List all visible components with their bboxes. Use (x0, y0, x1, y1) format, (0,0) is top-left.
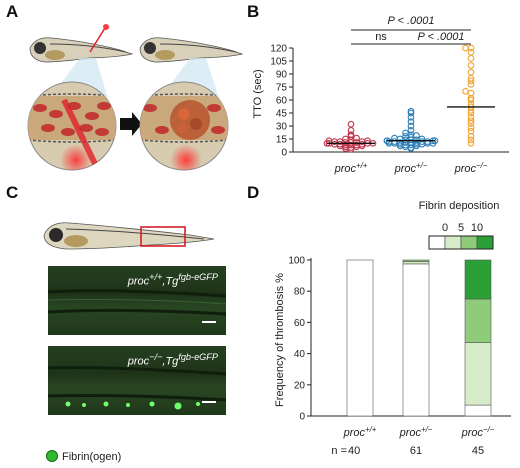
data-point (467, 117, 475, 125)
bar-segment (402, 263, 430, 417)
panel-letter-d: D (247, 183, 260, 202)
data-point (407, 126, 415, 134)
legend-swatch (428, 235, 446, 250)
bar-segment (464, 259, 492, 300)
fibrinogen-legend: Fibrin(ogen) (46, 450, 121, 463)
x-tick-label: proc+/− (399, 425, 433, 440)
bar-segment (402, 261, 430, 265)
legend-swatch (476, 235, 494, 250)
data-point (342, 135, 349, 143)
chart-d-legend-title: Fibrin deposition (419, 200, 500, 212)
micrograph-wild-type: proc+/+,Tgfgb-eGFP (48, 266, 226, 335)
arrow-right-icon (120, 112, 142, 136)
bar-segment (402, 259, 430, 262)
data-point (347, 120, 355, 128)
y-tick-label: 20 (294, 380, 306, 391)
comparison-label: ns (375, 31, 387, 43)
x-tick-label: proc−/− (461, 425, 495, 440)
scale-bar (202, 321, 216, 323)
y-tick-label: 30 (276, 122, 288, 133)
panel-c-fish-illustration (43, 222, 215, 250)
laser-beam-icon (89, 27, 106, 53)
micrograph-proc-knockout: proc−/−,Tgfgb-eGFP (48, 346, 226, 415)
data-point (467, 68, 475, 76)
y-tick-label: 60 (294, 318, 306, 329)
micrograph-proc-knockout-label: proc−/−,Tgfgb-eGFP (127, 352, 218, 368)
chart-d-ylabel: Frequency of thrombosis % (274, 273, 286, 407)
thrombosis-frequency-chart: Fibrin deposition 0 5 10 Frequency of thro… (274, 200, 511, 457)
data-point (467, 127, 475, 135)
data-point (467, 55, 475, 62)
comparison-label: P < .0001 (388, 15, 435, 27)
y-tick-label: 0 (281, 148, 287, 159)
y-tick-label: 0 (299, 412, 305, 423)
y-tick-label: 80 (294, 287, 306, 298)
legend-label: 0 (442, 222, 448, 234)
data-point (347, 131, 355, 139)
data-point (467, 113, 475, 121)
panel-letter-a: A (6, 2, 19, 21)
bar-segment (346, 259, 374, 417)
legend-label: 5 (458, 222, 464, 234)
data-point (407, 107, 415, 115)
data-point (467, 139, 475, 147)
data-point (462, 87, 469, 95)
data-point (467, 136, 475, 144)
green-dot-icon (46, 450, 58, 462)
y-tick-label: 45 (276, 109, 288, 120)
data-point (402, 129, 409, 137)
vessel-zoom-after-icon (139, 81, 229, 171)
x-tick-label: proc+/− (394, 161, 428, 176)
y-tick-label: 90 (276, 70, 288, 81)
y-tick-label: 75 (276, 83, 288, 94)
n-count-label: 45 (472, 445, 484, 457)
data-point (418, 135, 426, 143)
bar-segment (464, 404, 492, 417)
data-point (467, 48, 475, 56)
n-count-label: 61 (410, 445, 422, 457)
region-of-interest-box (140, 226, 186, 247)
micrograph-wild-type-label: proc+/+,Tgfgb-eGFP (127, 272, 218, 288)
comparison-label: P < .0001 (418, 31, 465, 43)
y-tick-label: 100 (288, 256, 305, 267)
data-point (467, 77, 475, 85)
panel-letter-b: B (247, 2, 260, 21)
zebrafish-larva-left-icon (29, 37, 134, 63)
panel-letter-c: C (6, 183, 19, 202)
panel-a-illustration (27, 24, 244, 171)
legend-swatch (460, 235, 478, 250)
y-tick-label: 60 (276, 96, 288, 107)
n-prefix-label: n = (331, 445, 347, 457)
legend-frame (428, 235, 494, 250)
n-count-label: 40 (348, 445, 360, 457)
y-tick-label: 120 (270, 44, 287, 55)
x-tick-label: proc−/− (454, 161, 488, 176)
vessel-zoom-before-icon (27, 81, 117, 171)
scale-bar (202, 401, 216, 403)
legend-swatch (444, 235, 462, 250)
y-tick-label: 15 (276, 135, 288, 146)
x-tick-label: proc+/+ (343, 425, 377, 440)
data-point (467, 124, 475, 132)
data-point (462, 44, 469, 52)
bar-segment (464, 342, 492, 406)
zebrafish-larva-right-icon (139, 37, 244, 63)
bar-segment (464, 298, 492, 343)
y-tick-label: 105 (270, 57, 287, 68)
data-point (407, 122, 415, 130)
chart-b-ylabel: TTO (sec) (252, 69, 264, 118)
x-tick-label: proc+/+ (334, 161, 368, 176)
data-point (467, 61, 475, 69)
y-tick-label: 40 (294, 349, 306, 360)
data-point (407, 118, 415, 126)
legend-label: 10 (471, 222, 483, 234)
